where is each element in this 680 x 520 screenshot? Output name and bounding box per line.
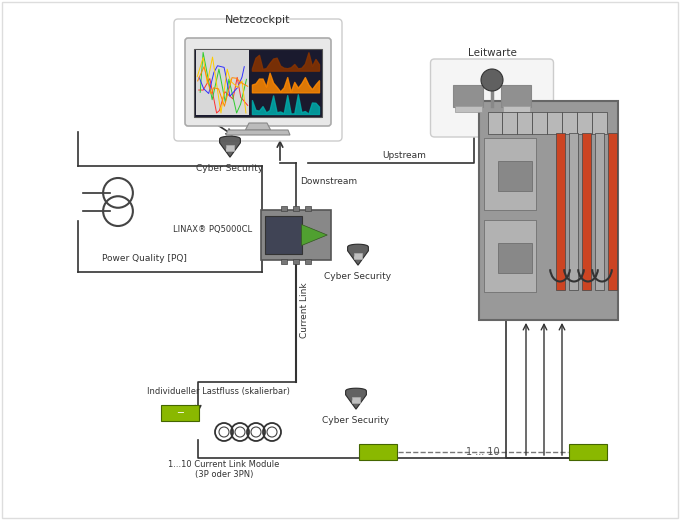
FancyBboxPatch shape bbox=[488, 111, 503, 134]
FancyBboxPatch shape bbox=[161, 405, 199, 421]
FancyBboxPatch shape bbox=[194, 49, 322, 117]
FancyBboxPatch shape bbox=[281, 259, 287, 264]
FancyBboxPatch shape bbox=[547, 111, 562, 134]
Text: Cyber Security: Cyber Security bbox=[324, 272, 392, 281]
Polygon shape bbox=[220, 136, 241, 157]
Text: 1 ... 10: 1 ... 10 bbox=[466, 447, 500, 457]
FancyBboxPatch shape bbox=[498, 161, 532, 190]
Text: Cyber Security: Cyber Security bbox=[322, 416, 390, 425]
Polygon shape bbox=[245, 123, 271, 130]
FancyBboxPatch shape bbox=[354, 253, 362, 259]
FancyBboxPatch shape bbox=[556, 133, 565, 290]
FancyBboxPatch shape bbox=[503, 106, 530, 111]
FancyBboxPatch shape bbox=[501, 85, 531, 107]
Text: Upstream: Upstream bbox=[382, 151, 426, 160]
Text: 1...10 Current Link Module
(3P oder 3PN): 1...10 Current Link Module (3P oder 3PN) bbox=[169, 460, 279, 479]
FancyBboxPatch shape bbox=[359, 444, 397, 460]
FancyBboxPatch shape bbox=[454, 106, 481, 111]
FancyBboxPatch shape bbox=[562, 111, 577, 134]
Polygon shape bbox=[226, 130, 290, 135]
FancyBboxPatch shape bbox=[293, 259, 299, 264]
FancyBboxPatch shape bbox=[305, 259, 311, 264]
Text: Leitwarte: Leitwarte bbox=[468, 48, 516, 58]
FancyBboxPatch shape bbox=[503, 111, 517, 134]
FancyBboxPatch shape bbox=[595, 133, 604, 290]
Text: LINAX® PQ5000CL: LINAX® PQ5000CL bbox=[173, 225, 252, 233]
FancyBboxPatch shape bbox=[352, 397, 360, 404]
Text: Power Quality [PQ]: Power Quality [PQ] bbox=[102, 254, 187, 263]
Text: Netzcockpit: Netzcockpit bbox=[225, 15, 291, 25]
FancyBboxPatch shape bbox=[261, 210, 331, 260]
FancyBboxPatch shape bbox=[592, 111, 607, 134]
FancyBboxPatch shape bbox=[196, 50, 249, 115]
Circle shape bbox=[481, 69, 503, 91]
Polygon shape bbox=[301, 225, 327, 245]
FancyBboxPatch shape bbox=[281, 206, 287, 211]
FancyBboxPatch shape bbox=[430, 59, 554, 137]
FancyBboxPatch shape bbox=[577, 111, 592, 134]
FancyBboxPatch shape bbox=[608, 133, 617, 290]
FancyBboxPatch shape bbox=[569, 133, 578, 290]
FancyBboxPatch shape bbox=[305, 206, 311, 211]
Text: Downstream: Downstream bbox=[300, 176, 357, 186]
FancyBboxPatch shape bbox=[293, 206, 299, 211]
FancyBboxPatch shape bbox=[532, 111, 547, 134]
Polygon shape bbox=[345, 388, 367, 409]
Text: ─: ─ bbox=[177, 408, 183, 418]
FancyBboxPatch shape bbox=[226, 145, 234, 151]
FancyBboxPatch shape bbox=[498, 242, 532, 272]
Text: Current Link: Current Link bbox=[300, 282, 309, 338]
FancyBboxPatch shape bbox=[185, 38, 331, 126]
FancyBboxPatch shape bbox=[265, 216, 303, 254]
FancyBboxPatch shape bbox=[582, 133, 591, 290]
FancyBboxPatch shape bbox=[479, 100, 617, 319]
FancyBboxPatch shape bbox=[483, 137, 536, 210]
FancyBboxPatch shape bbox=[517, 111, 532, 134]
Text: Individueller Lastfluss (skalierbar): Individueller Lastfluss (skalierbar) bbox=[147, 387, 290, 396]
Text: Cyber Security: Cyber Security bbox=[197, 164, 264, 173]
FancyBboxPatch shape bbox=[569, 444, 607, 460]
FancyBboxPatch shape bbox=[483, 219, 536, 292]
Polygon shape bbox=[347, 244, 369, 265]
FancyBboxPatch shape bbox=[453, 85, 483, 107]
